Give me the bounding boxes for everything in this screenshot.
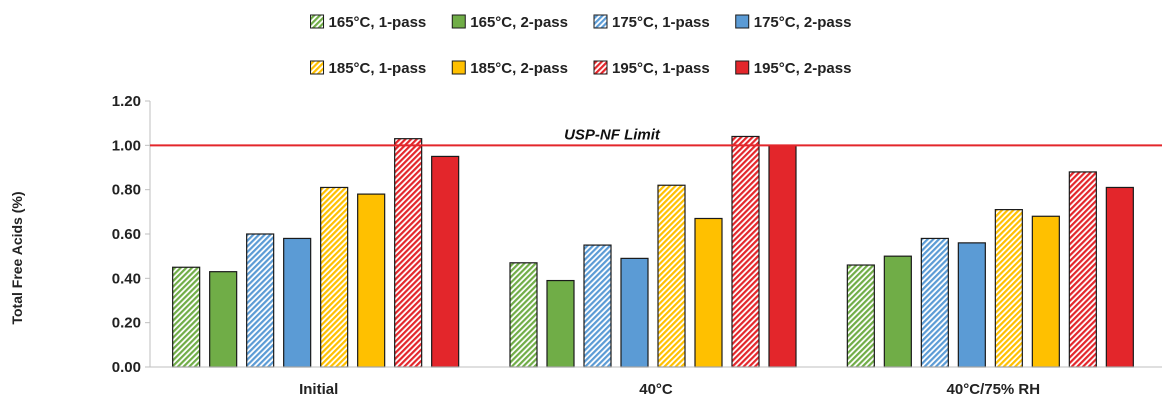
bar-40-c-165-c-2-pass <box>546 279 575 368</box>
legend-item-195-c-1-pass: 195°C, 1-pass <box>593 60 710 77</box>
bar-40-c-165-c-1-pass <box>509 262 538 368</box>
bar-initial-185-c-1-pass <box>320 186 349 368</box>
bar-initial-195-c-2-pass <box>431 155 460 368</box>
legend-label: 195°C, 1-pass <box>612 60 710 77</box>
bar-40-c-185-c-2-pass <box>694 217 723 368</box>
legend-swatch <box>310 14 325 29</box>
legend-swatch <box>593 60 608 75</box>
bar-initial-185-c-2-pass <box>357 193 386 368</box>
legend-item-185-c-2-pass: 185°C, 2-pass <box>451 60 568 77</box>
bar-40-c-185-c-1-pass <box>657 184 686 368</box>
bar-40-c-175-c-2-pass <box>620 257 649 368</box>
legend-item-175-c-2-pass: 175°C, 2-pass <box>735 14 852 31</box>
bar-initial-165-c-1-pass <box>172 266 201 368</box>
legend-label: 175°C, 1-pass <box>612 14 710 31</box>
legend-label: 165°C, 1-pass <box>329 14 427 31</box>
y-tick-label: 1.00 <box>112 137 141 154</box>
x-category-label: 40°C/75% RH <box>947 381 1041 398</box>
legend-item-175-c-1-pass: 175°C, 1-pass <box>593 14 710 31</box>
legend-label: 185°C, 1-pass <box>329 60 427 77</box>
legend-swatch <box>451 60 466 75</box>
legend-label: 175°C, 2-pass <box>754 14 852 31</box>
bar-40-c-75-rh-175-c-2-pass <box>957 242 986 368</box>
legend-label: 185°C, 2-pass <box>470 60 568 77</box>
legend-swatch <box>451 14 466 29</box>
x-category-label: 40°C <box>639 381 673 398</box>
legend-swatch <box>735 14 750 29</box>
bar-40-c-175-c-1-pass <box>583 244 612 368</box>
usp-nf-limit-label: USP-NF Limit <box>564 126 661 143</box>
bar-initial-165-c-2-pass <box>209 271 238 368</box>
bar-40-c-75-rh-185-c-1-pass <box>994 209 1023 368</box>
y-tick-label: 0.60 <box>112 226 141 243</box>
bar-initial-175-c-2-pass <box>283 237 312 368</box>
y-tick-label: 0.80 <box>112 182 141 199</box>
x-category-label: Initial <box>299 381 338 398</box>
bar-40-c-75-rh-165-c-1-pass <box>846 264 875 368</box>
y-tick-label: 0.00 <box>112 359 141 376</box>
legend-swatch <box>735 60 750 75</box>
y-axis-label: Total Free Acids (%) <box>9 191 25 324</box>
bar-initial-195-c-1-pass <box>394 138 423 368</box>
bar-40-c-195-c-2-pass <box>768 144 797 368</box>
y-tick-label: 0.20 <box>112 315 141 332</box>
bars <box>172 135 1134 368</box>
legend: 165°C, 1-pass 165°C, 2-pass 175°C, 1-pass 1… <box>310 14 852 77</box>
legend-label: 165°C, 2-pass <box>470 14 568 31</box>
legend-swatch <box>593 14 608 29</box>
y-tick-label: 0.40 <box>112 270 141 287</box>
legend-label: 195°C, 2-pass <box>754 60 852 77</box>
x-axis: Initial 40°C 40°C/75% RH <box>150 366 1162 398</box>
bar-40-c-75-rh-185-c-2-pass <box>1031 215 1060 368</box>
legend-item-165-c-1-pass: 165°C, 1-pass <box>310 14 427 31</box>
legend-item-185-c-1-pass: 185°C, 1-pass <box>310 60 427 77</box>
bar-40-c-75-rh-195-c-2-pass <box>1105 186 1134 368</box>
legend-item-165-c-2-pass: 165°C, 2-pass <box>451 14 568 31</box>
bar-initial-175-c-1-pass <box>246 233 275 368</box>
legend-item-195-c-2-pass: 195°C, 2-pass <box>735 60 852 77</box>
y-axis: 0.00 0.20 0.40 0.60 0.80 1.00 1.20 <box>112 93 151 376</box>
bar-40-c-75-rh-175-c-1-pass <box>920 237 949 368</box>
bar-40-c-75-rh-165-c-2-pass <box>883 255 912 368</box>
legend-swatch <box>310 60 325 75</box>
y-tick-label: 1.20 <box>112 93 141 110</box>
reference-line-group: USP-NF Limit <box>150 126 1162 147</box>
bar-40-c-195-c-1-pass <box>731 135 760 368</box>
bar-40-c-75-rh-195-c-1-pass <box>1068 171 1097 368</box>
